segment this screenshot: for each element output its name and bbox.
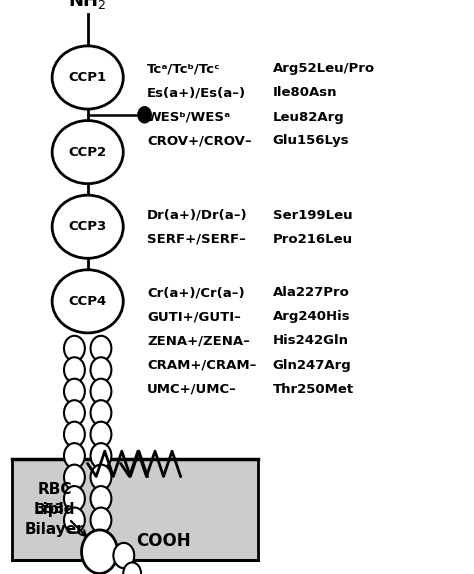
Text: CCP3: CCP3 (69, 220, 107, 233)
Ellipse shape (52, 121, 123, 184)
Circle shape (64, 379, 85, 404)
Text: CRAM+/CRAM–: CRAM+/CRAM– (147, 359, 256, 371)
Circle shape (138, 107, 151, 123)
Text: 353: 353 (35, 502, 64, 516)
Text: Gln247Arg: Gln247Arg (273, 359, 351, 371)
Circle shape (64, 464, 85, 490)
Text: CCP1: CCP1 (69, 71, 107, 84)
Text: Tcᵃ/Tcᵇ/Tcᶜ: Tcᵃ/Tcᵇ/Tcᶜ (147, 63, 220, 75)
Circle shape (64, 336, 85, 361)
Text: COOH: COOH (137, 532, 191, 550)
Text: Arg52Leu/Pro: Arg52Leu/Pro (273, 63, 374, 75)
Text: Ala227Pro: Ala227Pro (273, 286, 349, 299)
Circle shape (91, 443, 111, 468)
Ellipse shape (52, 270, 123, 333)
Circle shape (82, 530, 118, 573)
Circle shape (64, 486, 85, 511)
Text: CCP2: CCP2 (69, 146, 107, 158)
Text: CROV+/CROV–: CROV+/CROV– (147, 134, 252, 147)
Text: NH$_2$: NH$_2$ (68, 0, 107, 11)
Circle shape (91, 379, 111, 404)
Text: Thr250Met: Thr250Met (273, 383, 354, 395)
Circle shape (91, 400, 111, 425)
Text: Ser199Leu: Ser199Leu (273, 209, 352, 222)
Circle shape (64, 507, 85, 533)
Circle shape (91, 357, 111, 382)
Circle shape (64, 422, 85, 447)
Text: Leu82Arg: Leu82Arg (273, 111, 344, 123)
Text: Cr(a+)/Cr(a–): Cr(a+)/Cr(a–) (147, 286, 245, 299)
Circle shape (64, 357, 85, 382)
Circle shape (64, 443, 85, 468)
Circle shape (91, 336, 111, 361)
Circle shape (64, 400, 85, 425)
Text: UMC+/UMC–: UMC+/UMC– (147, 383, 237, 395)
Text: Dr(a+)/Dr(a–): Dr(a+)/Dr(a–) (147, 209, 247, 222)
Text: CCP4: CCP4 (69, 295, 107, 308)
Text: Pro216Leu: Pro216Leu (273, 233, 353, 246)
Circle shape (123, 563, 141, 574)
Circle shape (91, 464, 111, 490)
Bar (12, 459, 258, 560)
Text: Glu156Lys: Glu156Lys (273, 134, 349, 147)
Text: Arg240His: Arg240His (273, 311, 350, 323)
Circle shape (113, 543, 134, 568)
Text: SERF+/SERF–: SERF+/SERF– (147, 233, 246, 246)
Text: His242Gln: His242Gln (273, 335, 348, 347)
Circle shape (91, 486, 111, 511)
Text: WESᵇ/WESᵃ: WESᵇ/WESᵃ (147, 111, 231, 123)
Text: ZENA+/ZENA–: ZENA+/ZENA– (147, 335, 250, 347)
Text: GUTI+/GUTI–: GUTI+/GUTI– (147, 311, 241, 323)
Circle shape (91, 422, 111, 447)
Ellipse shape (52, 195, 123, 258)
Ellipse shape (52, 46, 123, 109)
Text: Es(a+)/Es(a–): Es(a+)/Es(a–) (147, 87, 246, 99)
Text: RBC
Lipid
Bilayer: RBC Lipid Bilayer (25, 482, 84, 537)
Text: Ile80Asn: Ile80Asn (273, 87, 337, 99)
Circle shape (91, 507, 111, 533)
